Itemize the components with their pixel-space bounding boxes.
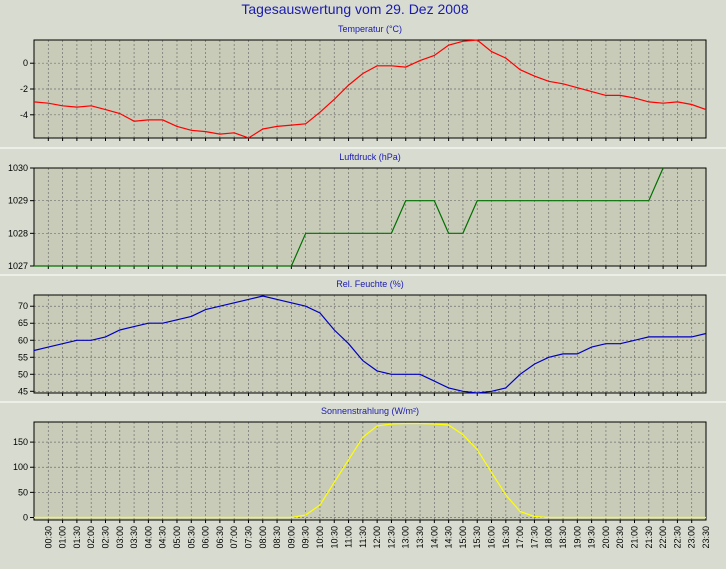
x-tick-label: 01:00	[58, 526, 68, 549]
x-tick-label: 00:30	[43, 526, 53, 549]
y-tick-label: 1029	[8, 196, 28, 206]
plot-frame	[33, 167, 707, 267]
x-tick-label: 14:00	[429, 526, 439, 549]
report-title: Tagesauswertung vom 29. Dez 2008	[241, 1, 468, 17]
x-tick-label: 21:00	[630, 526, 640, 549]
y-tick-label: 60	[18, 335, 28, 345]
y-tick-label: 45	[18, 386, 28, 396]
y-tick-label: 70	[18, 301, 28, 311]
plot-area	[34, 168, 706, 266]
chart-title: Sonnenstrahlung (W/m²)	[321, 406, 419, 416]
x-tick-label: 10:00	[315, 526, 325, 549]
y-tick-label: 150	[13, 437, 28, 447]
x-tick-label: 23:30	[701, 526, 711, 549]
series-line	[33, 39, 707, 139]
x-tick-label: 12:00	[372, 526, 382, 549]
x-tick-label: 20:30	[615, 526, 625, 549]
x-tick-label: 05:00	[172, 526, 182, 549]
y-tick-label: 50	[18, 487, 28, 497]
series-line	[34, 167, 664, 267]
y-tick-label: 0	[23, 58, 28, 68]
x-tick-label: 18:00	[544, 526, 554, 549]
x-tick-label: 13:30	[415, 526, 425, 549]
x-tick-label: 01:30	[72, 526, 82, 549]
x-tick-label: 02:30	[100, 526, 110, 549]
x-tick-label: 17:30	[529, 526, 539, 549]
series-line	[33, 295, 707, 394]
x-tick-label: 16:00	[487, 526, 497, 549]
x-tick-label: 06:30	[215, 526, 225, 549]
plot-area	[34, 295, 706, 393]
x-tick-label: 14:30	[444, 526, 454, 549]
x-tick-label: 04:00	[143, 526, 153, 549]
x-tick-label: 02:00	[86, 526, 96, 549]
x-tick-label: 13:00	[401, 526, 411, 549]
x-tick-label: 15:30	[472, 526, 482, 549]
y-tick-label: 0	[23, 512, 28, 522]
x-tick-label: 08:30	[272, 526, 282, 549]
x-tick-label: 17:00	[515, 526, 525, 549]
x-tick-label: 12:30	[386, 526, 396, 549]
y-tick-label: 1027	[8, 261, 28, 271]
x-tick-label: 07:30	[243, 526, 253, 549]
x-tick-label: 21:30	[644, 526, 654, 549]
y-tick-label: -4	[20, 110, 28, 120]
x-tick-label: 09:00	[286, 526, 296, 549]
y-tick-label: 100	[13, 462, 28, 472]
y-tick-label: 1030	[8, 163, 28, 173]
chart-title: Rel. Feuchte (%)	[336, 279, 404, 289]
x-tick-label: 15:00	[458, 526, 468, 549]
series-line	[34, 422, 706, 519]
x-tick-label: 03:30	[129, 526, 139, 549]
x-tick-label: 16:30	[501, 526, 511, 549]
x-tick-label: 11:30	[358, 526, 368, 548]
plot-area	[34, 422, 706, 520]
plot-frame	[33, 421, 707, 521]
y-tick-label: 1028	[8, 228, 28, 238]
x-tick-label: 18:30	[558, 526, 568, 549]
x-tick-label: 09:30	[301, 526, 311, 549]
x-tick-label: 19:00	[572, 526, 582, 549]
chart-title: Luftdruck (hPa)	[339, 152, 401, 162]
x-tick-label: 07:00	[229, 526, 239, 549]
y-tick-label: -2	[20, 84, 28, 94]
y-tick-label: 65	[18, 318, 28, 328]
x-tick-label: 19:30	[587, 526, 597, 549]
x-tick-label: 22:30	[672, 526, 682, 549]
x-tick-label: 23:00	[687, 526, 697, 549]
x-tick-label: 11:00	[344, 526, 354, 548]
chart-title: Temperatur (°C)	[338, 24, 402, 34]
x-tick-label: 03:00	[115, 526, 125, 549]
x-tick-label: 08:00	[258, 526, 268, 549]
x-tick-label: 10:30	[329, 526, 339, 549]
x-tick-label: 05:30	[186, 526, 196, 549]
x-tick-label: 04:30	[158, 526, 168, 549]
x-tick-label: 06:00	[201, 526, 211, 549]
x-tick-label: 22:00	[658, 526, 668, 549]
y-tick-label: 55	[18, 352, 28, 362]
y-tick-label: 50	[18, 369, 28, 379]
x-tick-label: 20:00	[601, 526, 611, 549]
plot-frame	[33, 294, 707, 394]
